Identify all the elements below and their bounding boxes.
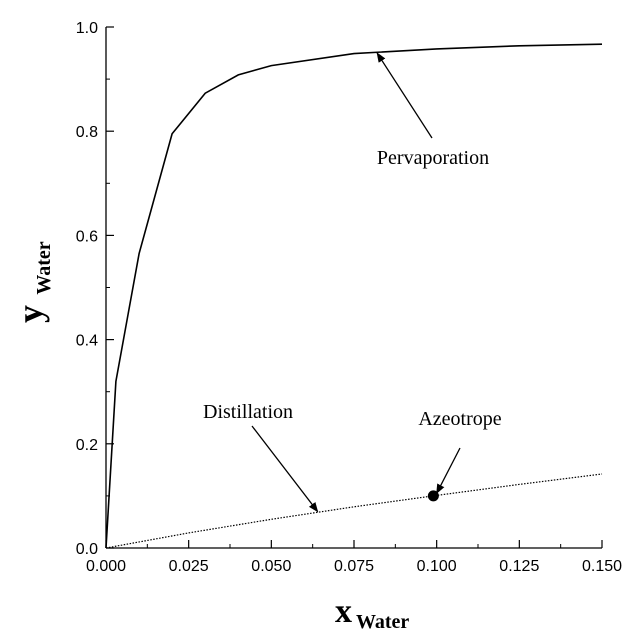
distillation-label: Distillation xyxy=(203,401,293,423)
x-tick-label: 0.150 xyxy=(582,558,622,575)
x-axis-title-subscript: Water xyxy=(356,611,409,630)
x-tick-label: 0.025 xyxy=(169,558,209,575)
pervaporation-line xyxy=(105,43,603,549)
x-axis-title: x xyxy=(335,593,352,630)
azeotrope-arrow xyxy=(436,447,461,495)
azeotrope-point xyxy=(427,490,439,502)
y-axis-title-group: y Water xyxy=(10,241,55,323)
y-tick-label: 0.8 xyxy=(76,124,98,141)
y-tick-label: 1.0 xyxy=(76,20,98,37)
y-axis-title-subscript: Water xyxy=(33,241,55,294)
y-axis-title: y xyxy=(10,305,50,323)
distillation-arrow xyxy=(251,425,319,513)
y-tick-label: 0.0 xyxy=(76,541,98,558)
azeotrope-label: Azeotrope xyxy=(418,408,501,430)
x-tick-label: 0.050 xyxy=(251,558,291,575)
x-tick-label: 0.125 xyxy=(499,558,539,575)
x-tick-label: 0.100 xyxy=(417,558,457,575)
x-tick-label: 0.075 xyxy=(334,558,374,575)
annotations: Pervaporation Distillation Azeotrope xyxy=(203,52,502,513)
y-tick-label: 0.6 xyxy=(76,228,98,245)
pervaporation-label: Pervaporation xyxy=(377,147,489,169)
axes: 0.000 0.025 0.050 0.075 0.100 0.125 0.150 0.0 0.… xyxy=(76,20,622,575)
distillation-line xyxy=(105,473,603,549)
x-tick-label: 0.000 xyxy=(86,558,126,575)
plot-area xyxy=(105,43,603,549)
y-tick-label: 0.4 xyxy=(76,333,98,350)
y-tick-label: 0.2 xyxy=(76,437,98,454)
pervaporation-arrow xyxy=(376,52,433,139)
